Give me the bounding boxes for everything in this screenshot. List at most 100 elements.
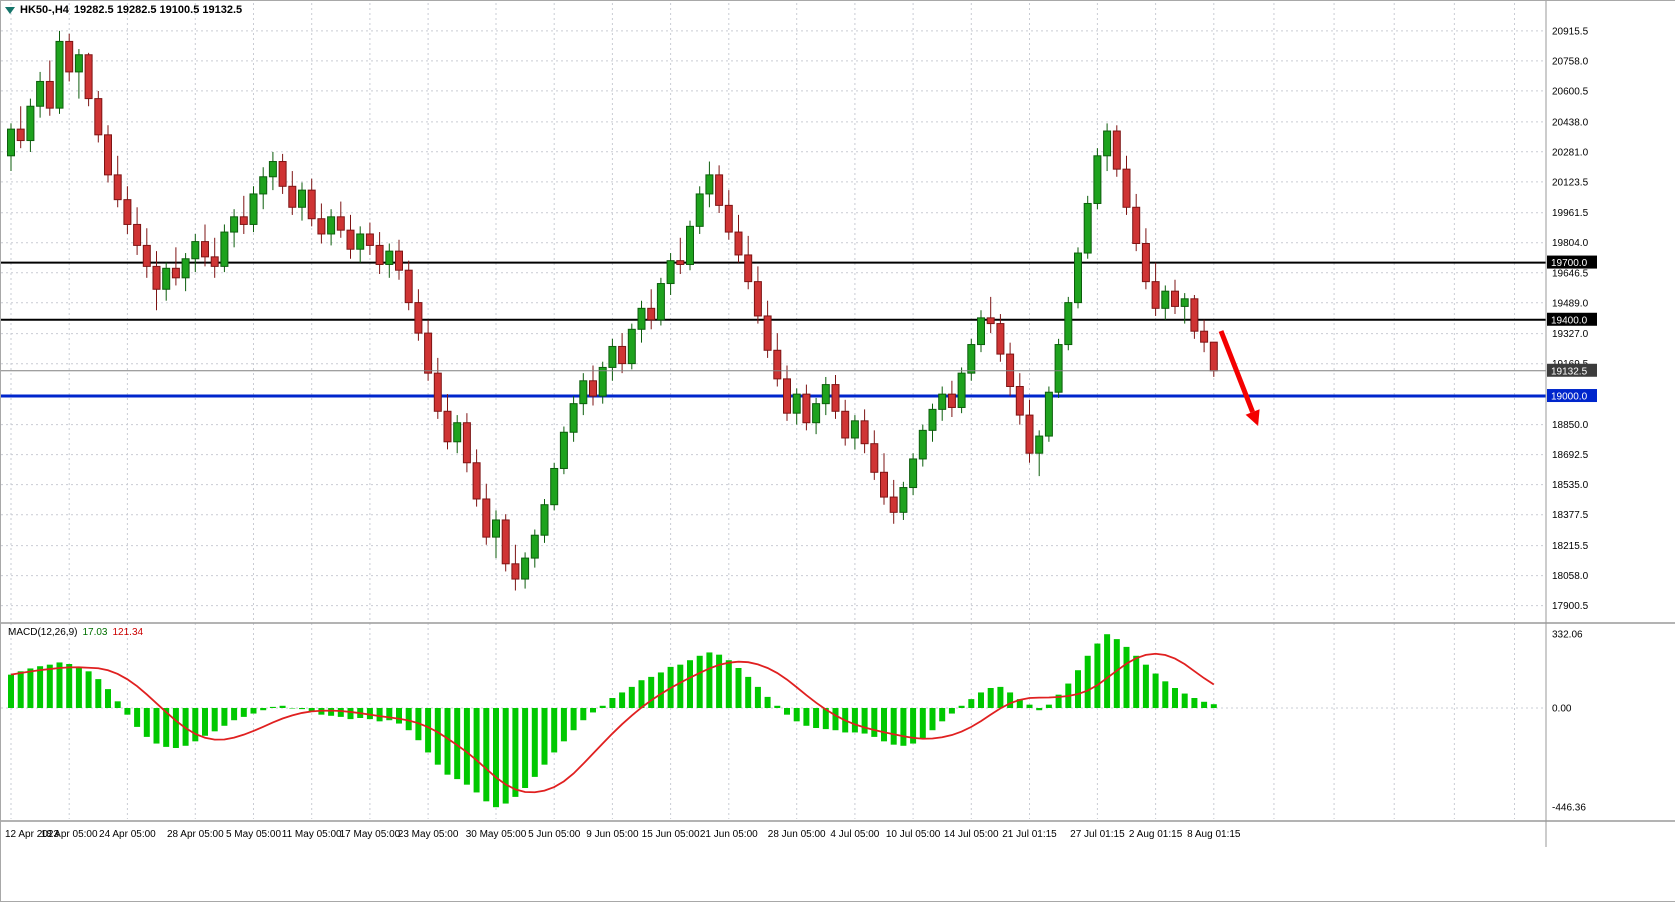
- candle: [753, 266, 762, 324]
- candle: [278, 153, 287, 194]
- candle: [113, 155, 122, 208]
- candle: [1035, 430, 1044, 477]
- candle: [1151, 262, 1160, 316]
- candle: [181, 253, 190, 292]
- svg-text:20915.5: 20915.5: [1552, 26, 1589, 37]
- candle: [821, 376, 830, 416]
- candle: [94, 90, 103, 143]
- candle: [850, 415, 859, 450]
- candle: [521, 552, 530, 589]
- candle: [268, 151, 277, 191]
- macd-axis-labels: 332.06 0.00 -446.36: [1552, 630, 1586, 814]
- candle: [365, 222, 374, 255]
- svg-text:5 Jun 05:00: 5 Jun 05:00: [528, 829, 581, 840]
- candle: [356, 226, 365, 263]
- svg-text:20438.0: 20438.0: [1552, 117, 1589, 128]
- candle: [1103, 123, 1112, 172]
- svg-text:24 Apr 05:00: 24 Apr 05:00: [99, 829, 156, 840]
- candle: [1141, 228, 1150, 290]
- candle: [569, 396, 578, 442]
- candle: [977, 310, 985, 353]
- candle: [317, 203, 326, 244]
- candle: [686, 220, 694, 271]
- candle: [744, 235, 753, 290]
- candle: [812, 397, 821, 435]
- candle: [123, 186, 132, 234]
- svg-text:332.06: 332.06: [1552, 630, 1583, 641]
- candle: [647, 289, 656, 330]
- candle: [1180, 293, 1189, 324]
- svg-text:19489.0: 19489.0: [1552, 298, 1589, 309]
- candle: [889, 479, 898, 524]
- candle: [1064, 296, 1073, 351]
- candle: [162, 262, 171, 301]
- candle: [152, 251, 161, 311]
- candle: [346, 214, 355, 259]
- macd-indicator-label: MACD(12,26,9): [8, 627, 78, 638]
- candle: [763, 300, 772, 358]
- svg-text:19804.0: 19804.0: [1552, 238, 1589, 249]
- svg-text:30 May 05:00: 30 May 05:00: [466, 829, 527, 840]
- candle: [598, 361, 607, 404]
- candle: [84, 52, 93, 107]
- candle: [880, 453, 888, 505]
- svg-text:19646.5: 19646.5: [1552, 268, 1589, 279]
- candle: [860, 409, 869, 454]
- svg-text:19327.0: 19327.0: [1552, 329, 1589, 340]
- svg-text:-446.36: -446.36: [1552, 803, 1586, 814]
- candle: [783, 365, 791, 421]
- macd-header: MACD(12,26,9) 17.03 121.34: [8, 627, 143, 638]
- svg-text:21 Jul 01:15: 21 Jul 01:15: [1002, 829, 1057, 840]
- candle: [792, 388, 801, 425]
- trend-arrow[interactable]: [1218, 330, 1260, 426]
- candle: [705, 161, 714, 208]
- candle: [133, 207, 142, 255]
- candle: [298, 182, 306, 221]
- svg-text:15 Jun 05:00: 15 Jun 05:00: [642, 829, 700, 840]
- candle: [540, 498, 549, 543]
- candle: [16, 106, 25, 149]
- svg-text:18215.5: 18215.5: [1552, 541, 1589, 552]
- svg-text:18535.0: 18535.0: [1552, 480, 1589, 491]
- candle: [230, 209, 239, 248]
- candle: [1112, 125, 1121, 177]
- price-tag-19400.0: 19400.0: [1547, 312, 1597, 326]
- candle: [1054, 338, 1063, 398]
- candle: [550, 462, 559, 511]
- candle: [899, 481, 908, 520]
- candle: [1132, 193, 1141, 252]
- candle: [492, 510, 500, 559]
- svg-text:12 Apr 2023: 12 Apr 2023: [5, 829, 59, 840]
- svg-text:18058.0: 18058.0: [1552, 571, 1589, 582]
- candle: [589, 365, 597, 406]
- candle: [996, 314, 1005, 362]
- candle: [7, 123, 15, 172]
- candle: [1025, 399, 1034, 463]
- candle: [453, 415, 462, 454]
- candle: [26, 98, 35, 152]
- time-gridlines: [10, 3, 1515, 819]
- candle: [1190, 294, 1199, 339]
- candle: [909, 453, 918, 496]
- svg-text:28 Jun 05:00: 28 Jun 05:00: [768, 829, 826, 840]
- chart-canvas[interactable]: 20915.5 20758.0 20600.5 20438.0 20281.0 20123…: [1, 1, 1675, 853]
- candle: [870, 430, 879, 480]
- candle: [433, 357, 442, 419]
- candle: [831, 375, 840, 419]
- symbol-dropdown-icon[interactable]: [5, 6, 15, 14]
- candle: [375, 232, 384, 275]
- svg-text:18850.0: 18850.0: [1552, 420, 1589, 431]
- candle: [191, 233, 200, 273]
- macd-main-value: 17.03: [82, 627, 108, 638]
- candle: [395, 239, 403, 280]
- candle: [967, 338, 976, 381]
- candle: [559, 426, 568, 475]
- symbol-header: HK50-,H4 19282.5 19282.5 19100.5 19132.5: [5, 4, 242, 16]
- candle: [482, 483, 491, 545]
- candle: [637, 300, 646, 343]
- candle: [424, 319, 433, 381]
- candle: [773, 333, 782, 387]
- macd-signal-line: [10, 652, 1215, 794]
- candle: [249, 186, 258, 233]
- candle: [928, 403, 937, 442]
